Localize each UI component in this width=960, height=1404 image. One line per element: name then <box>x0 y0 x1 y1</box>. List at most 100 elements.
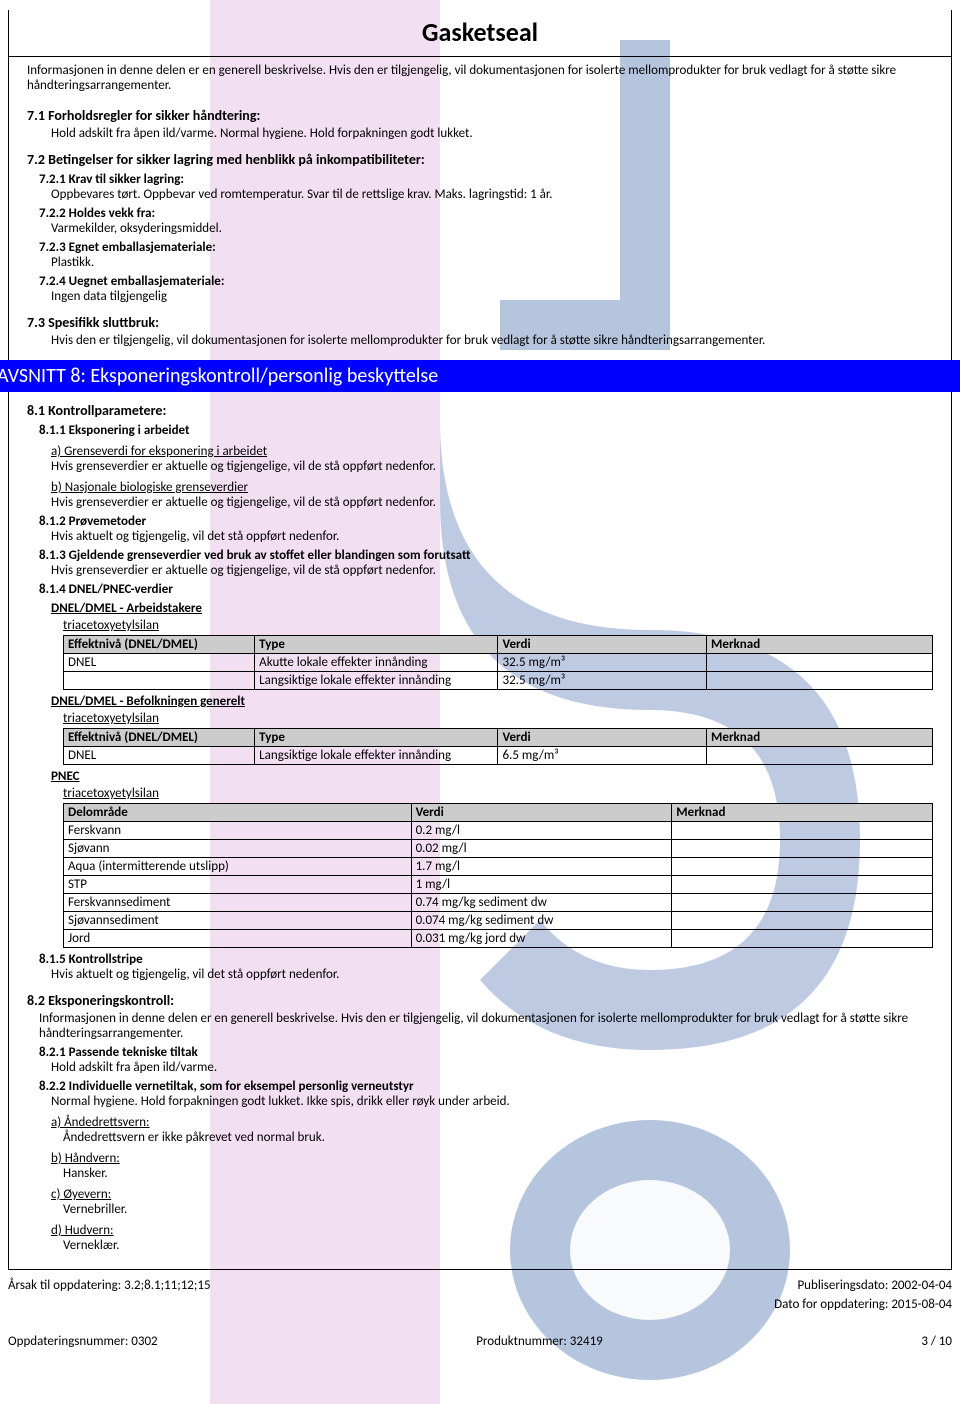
table-header: Delområde <box>64 804 412 822</box>
table-cell <box>707 747 933 765</box>
table-cell: Langsiktige lokale effekter innånding <box>255 672 498 690</box>
heading-8-2: 8.2 Eksponeringskontroll: <box>27 992 933 1009</box>
table-row: STP1 mg/l <box>64 876 933 894</box>
table-cell: 0.2 mg/l <box>411 822 672 840</box>
table-row: Ferskvann0.2 mg/l <box>64 822 933 840</box>
table-cell <box>672 840 933 858</box>
body-7-2-2: Varmekilder, oksyderingsmiddel. <box>51 221 933 236</box>
table-header: Effektnivå (DNEL/DMEL) <box>64 636 255 654</box>
intro-8-2: Informasjonen in denne delen er en gener… <box>39 1011 933 1041</box>
table-cell <box>707 672 933 690</box>
label-8-1-1-a: a) Grenseverdi for eksponering i arbeide… <box>51 444 933 459</box>
table-cell: 0.031 mg/kg jord dw <box>411 930 672 948</box>
heading-7-2: 7.2 Betingelser for sikker lagring med h… <box>27 151 933 168</box>
substance-label-3: triacetoxyetylsilan <box>63 786 933 801</box>
heading-7-2-2: 7.2.2 Holdes vekk fra: <box>39 206 933 221</box>
substance-label-1: triacetoxyetylsilan <box>63 618 933 633</box>
table-cell <box>672 876 933 894</box>
body-8-2-2: Normal hygiene. Hold forpakningen godt l… <box>51 1094 933 1109</box>
heading-7-2-4: 7.2.4 Uegnet emballasjemateriale: <box>39 274 933 289</box>
heading-7-1: 7.1 Forholdsregler for sikker håndtering… <box>27 107 933 124</box>
table-cell: 32.5 mg/m³ <box>498 654 707 672</box>
table-row: Ferskvannsediment0.74 mg/kg sediment dw <box>64 894 933 912</box>
table-cell: Sjøvann <box>64 840 412 858</box>
table-header: Merknad <box>707 729 933 747</box>
label-dnel-population: DNEL/DMEL - Befolkningen generelt <box>51 694 933 709</box>
table-header: Verdi <box>498 636 707 654</box>
body-7-2-1: Oppbevares tørt. Oppbevar ved romtempera… <box>51 187 933 202</box>
footer-update-date: Dato for oppdatering: 2015-08-04 <box>774 1297 952 1312</box>
body-8-1-3: Hvis grenseverdier er aktuelle og tigjen… <box>51 563 933 578</box>
body-8-1-1-b: Hvis grenseverdier er aktuelle og tigjen… <box>51 495 933 510</box>
table-cell <box>672 858 933 876</box>
table-cell: 0.02 mg/l <box>411 840 672 858</box>
table-cell <box>672 912 933 930</box>
table-header: Merknad <box>672 804 933 822</box>
label-8-1-1-b: b) Nasjonale biologiske grenseverdier <box>51 480 933 495</box>
table-cell <box>672 930 933 948</box>
label-d-skin: d) Hudvern: <box>51 1223 933 1238</box>
document-title: Gasketseal <box>9 16 951 48</box>
label-dnel-workers: DNEL/DMEL - Arbeidstakere <box>51 601 933 616</box>
heading-8-1-4: 8.1.4 DNEL/PNEC-verdier <box>39 582 933 597</box>
table-cell: Langsiktige lokale effekter innånding <box>255 747 498 765</box>
table-header: Verdi <box>498 729 707 747</box>
table-row: Jord0.031 mg/kg jord dw <box>64 930 933 948</box>
body-8-1-5: Hvis aktuelt og tigjengelig, vil det stå… <box>51 967 933 982</box>
footer-update-reason: Årsak til oppdatering: 3.2;8.1;11;12;15 <box>8 1278 211 1293</box>
table-cell: Sjøvannsediment <box>64 912 412 930</box>
table-cell <box>707 654 933 672</box>
body-b-hand: Hansker. <box>63 1166 933 1181</box>
label-b-hand: b) Håndvern: <box>51 1151 933 1166</box>
label-c-eye: c) Øyevern: <box>51 1187 933 1202</box>
footer-product-number: Produktnummer: 32419 <box>476 1334 603 1349</box>
table-cell: Jord <box>64 930 412 948</box>
table-cell <box>672 822 933 840</box>
heading-8-1-2: 8.1.2 Prøvemetoder <box>39 514 933 529</box>
table-dnel-workers: Effektnivå (DNEL/DMEL)TypeVerdiMerknadDN… <box>63 635 933 690</box>
table-cell: 1 mg/l <box>411 876 672 894</box>
table-cell: Akutte lokale effekter innånding <box>255 654 498 672</box>
footer-update-number: Oppdateringsnummer: 0302 <box>8 1334 158 1349</box>
table-header: Merknad <box>707 636 933 654</box>
label-a-respiratory: a) Åndedrettsvern: <box>51 1115 933 1130</box>
table-row: Langsiktige lokale effekter innånding32.… <box>64 672 933 690</box>
body-8-2-1: Hold adskilt fra åpen ild/varme. <box>51 1060 933 1075</box>
intro-text: Informasjonen in denne delen er en gener… <box>9 57 951 103</box>
heading-8-1-5: 8.1.5 Kontrollstripe <box>39 952 933 967</box>
table-cell: DNEL <box>64 654 255 672</box>
heading-8-1-1: 8.1.1 Eksponering i arbeidet <box>39 423 933 438</box>
substance-label-2: triacetoxyetylsilan <box>63 711 933 726</box>
table-cell: Ferskvannsediment <box>64 894 412 912</box>
table-pnec: DelområdeVerdiMerknadFerskvann0.2 mg/lSj… <box>63 803 933 948</box>
heading-8-1: 8.1 Kontrollparametere: <box>27 402 933 419</box>
body-7-2-4: Ingen data tilgjengelig <box>51 289 933 304</box>
heading-7-3: 7.3 Spesifikk sluttbruk: <box>27 314 933 331</box>
table-dnel-population: Effektnivå (DNEL/DMEL)TypeVerdiMerknadDN… <box>63 728 933 765</box>
body-d-skin: Verneklær. <box>63 1238 933 1253</box>
table-cell <box>672 894 933 912</box>
table-row: Sjøvannsediment0.074 mg/kg sediment dw <box>64 912 933 930</box>
table-header: Verdi <box>411 804 672 822</box>
table-cell: STP <box>64 876 412 894</box>
table-row: DNELLangsiktige lokale effekter innåndin… <box>64 747 933 765</box>
table-row: DNELAkutte lokale effekter innånding32.5… <box>64 654 933 672</box>
body-8-1-2: Hvis aktuelt og tigjengelig, vil det stå… <box>51 529 933 544</box>
table-cell: Ferskvann <box>64 822 412 840</box>
table-header: Effektnivå (DNEL/DMEL) <box>64 729 255 747</box>
table-cell: 0.074 mg/kg sediment dw <box>411 912 672 930</box>
table-row: Sjøvann0.02 mg/l <box>64 840 933 858</box>
table-cell: 6.5 mg/m³ <box>498 747 707 765</box>
body-7-3: Hvis den er tilgjengelig, vil dokumentas… <box>51 333 933 348</box>
table-cell: 1.7 mg/l <box>411 858 672 876</box>
heading-8-2-1: 8.2.1 Passende tekniske tiltak <box>39 1045 933 1060</box>
body-a-respiratory: Åndedrettsvern er ikke påkrevet ved norm… <box>63 1130 933 1145</box>
body-7-2-3: Plastikk. <box>51 255 933 270</box>
table-cell <box>64 672 255 690</box>
page-footer: Årsak til oppdatering: 3.2;8.1;11;12;15 … <box>8 1276 952 1351</box>
table-cell: 0.74 mg/kg sediment dw <box>411 894 672 912</box>
heading-8-2-2: 8.2.2 Individuelle vernetiltak, som for … <box>39 1079 933 1094</box>
table-cell: Aqua (intermitterende utslipp) <box>64 858 412 876</box>
body-7-1: Hold adskilt fra åpen ild/varme. Normal … <box>51 126 933 141</box>
table-header: Type <box>255 729 498 747</box>
